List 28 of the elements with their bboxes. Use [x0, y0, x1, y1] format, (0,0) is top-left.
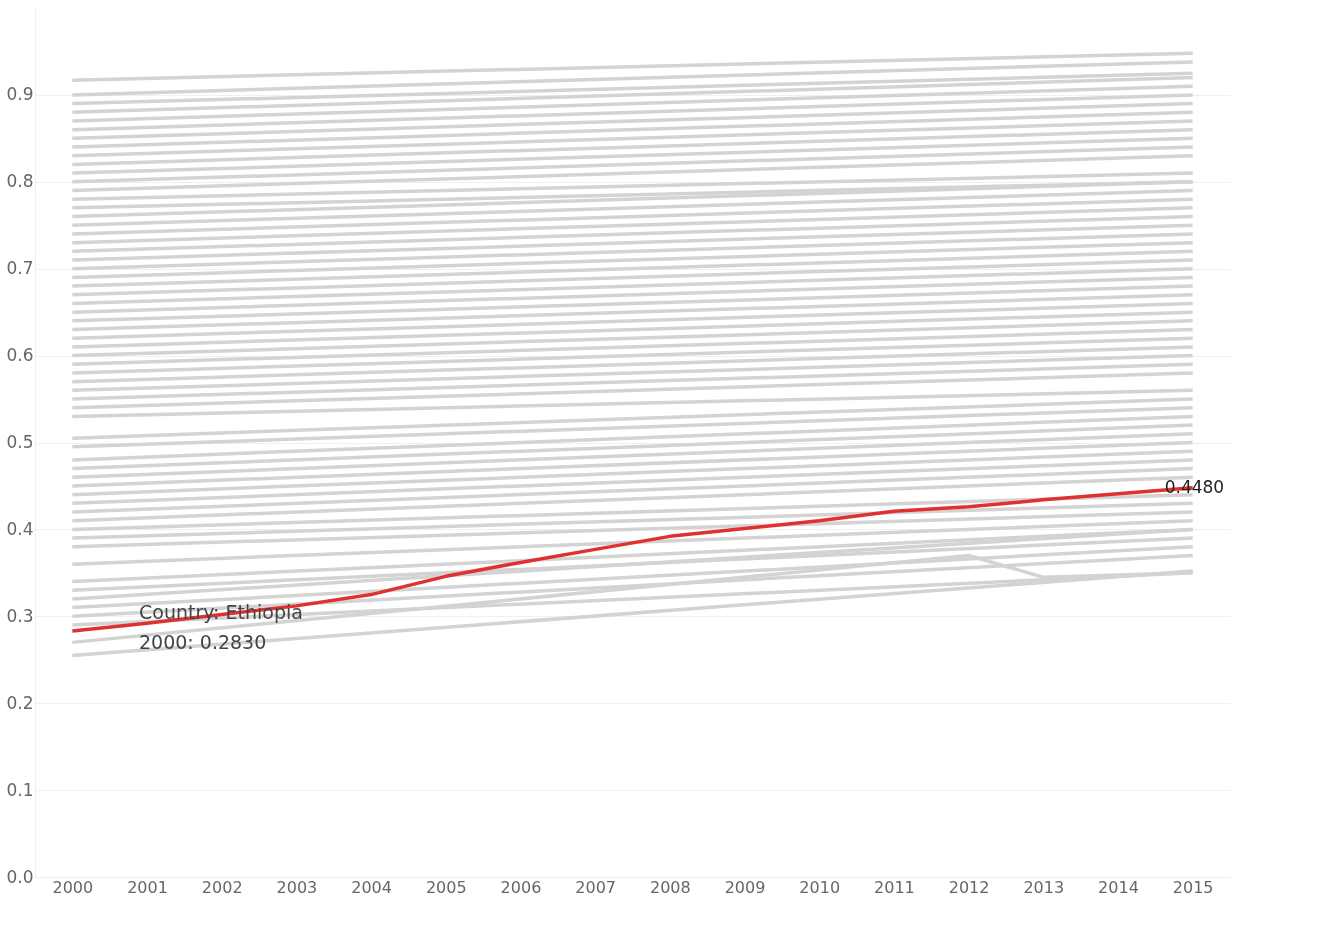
x-tick-label: 2008 [649, 877, 691, 897]
y-tick-label: 0.4 [6, 518, 34, 539]
y-tick-label: 0.6 [6, 345, 34, 366]
x-tick-label: 2001 [127, 877, 168, 897]
x-tick-label: 2015 [1172, 877, 1214, 897]
x-tick-label: 2012 [948, 877, 990, 897]
y-tick-label: 0.1 [6, 779, 34, 800]
x-tick-label: 2009 [724, 877, 766, 897]
x-tick-label: 2002 [201, 877, 243, 897]
x-tick-label: 2013 [1023, 877, 1065, 897]
y-tick-label: 0.7 [6, 258, 34, 279]
y-tick-label: 0.5 [6, 432, 34, 452]
x-tick-label: 2006 [500, 877, 542, 897]
x-tick-label: 2004 [351, 877, 392, 897]
x-tick-label: 2014 [1098, 877, 1139, 897]
x-tick-label: 2011 [874, 877, 915, 897]
annotation: 2000: 0.2830 [139, 631, 267, 653]
y-tick-label: 0.0 [6, 866, 34, 887]
x-tick-label: 2007 [575, 877, 617, 897]
x-tick-label: 2003 [276, 877, 318, 897]
data-label: 0.4480 [1164, 476, 1225, 497]
x-tick-label: 2005 [425, 877, 467, 897]
x-tick-label: 2000 [52, 877, 94, 897]
y-tick-label: 0.9 [6, 84, 34, 105]
y-tick-label: 0.3 [6, 605, 34, 626]
y-tick-label: 0.8 [6, 171, 34, 192]
x-tick-label: 2010 [799, 877, 841, 897]
y-tick-label: 0.2 [6, 692, 34, 713]
